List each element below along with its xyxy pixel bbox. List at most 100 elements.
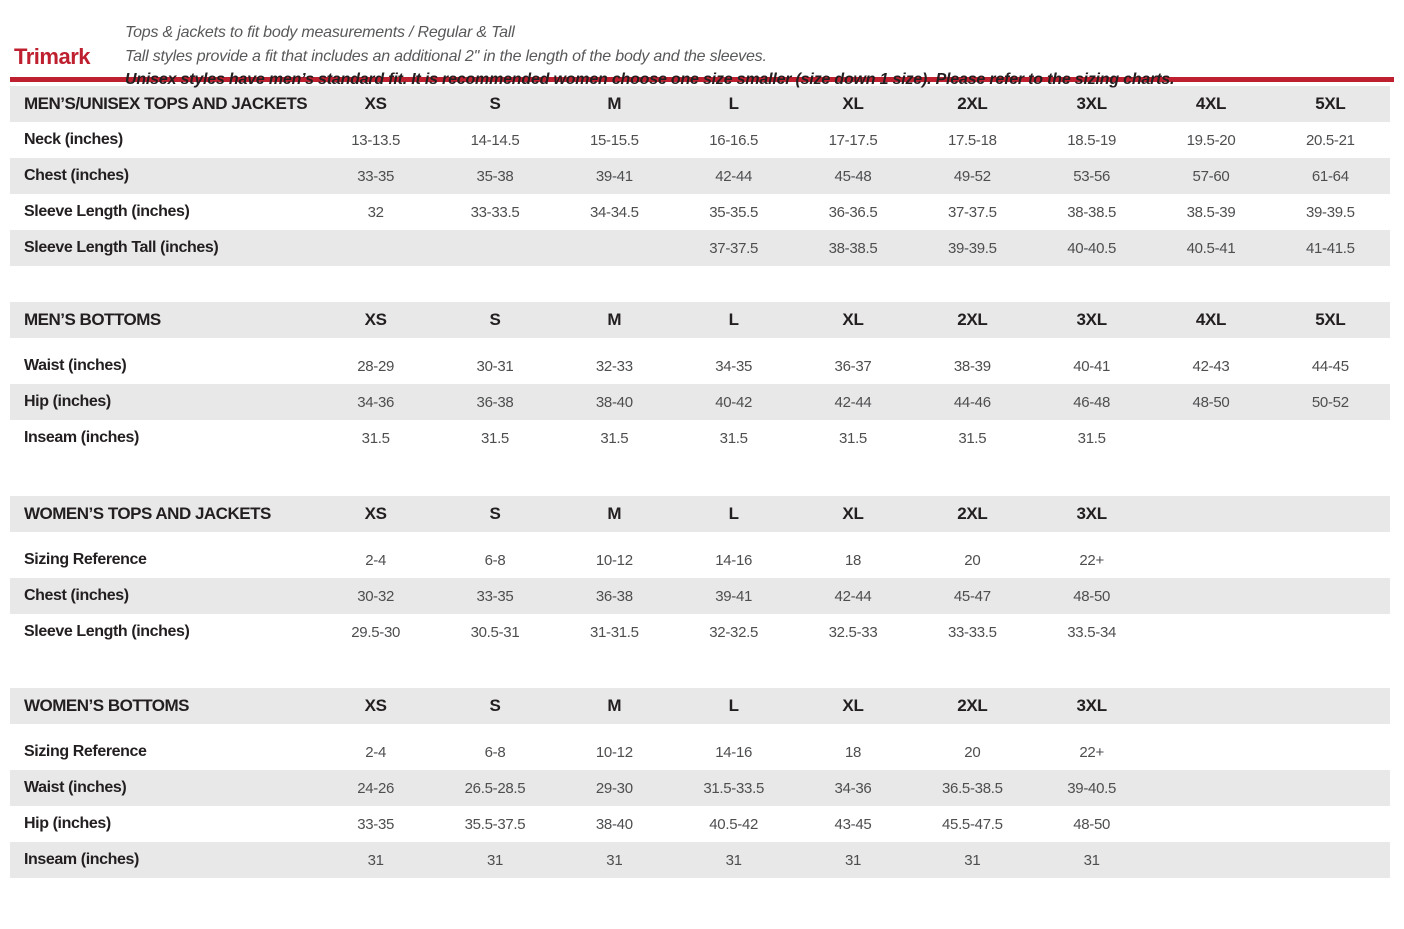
table-cell: 53-56 [1073,167,1111,185]
header-gap [10,532,1390,542]
row-label: Sleeve Length (inches) [24,623,190,640]
table-row: Hip (inches) 33-35 35.5-37.5 38-40 40.5-42 43… [10,806,1390,842]
table-cell: 31 [367,851,384,869]
table-cell: 32.5-33 [828,623,878,641]
table-row: Waist (inches) 24-26 26.5-28.5 29-30 31.5-33… [10,770,1390,806]
table-cell: 6-8 [484,743,506,761]
row-label: Sizing Reference [24,743,147,760]
table-cell: 38.5-39 [1186,203,1236,221]
table-cell: 40-42 [715,393,753,411]
table-row: Waist (inches) 28-29 30-31 32-33 34-35 36-37 3… [10,348,1390,384]
table-cell: 18 [844,551,862,569]
table-womens-bottoms: WOMEN’S BOTTOMS XS S M L XL 2XL 3XL Sizing Refer… [10,688,1390,878]
table-header-row: WOMEN’S TOPS AND JACKETS XS S M L XL 2XL 3XL [10,496,1390,532]
table-cell: 33-35 [357,167,395,185]
size-header: S [489,504,501,523]
row-label: Waist (inches) [24,357,127,374]
table-cell: 28-29 [357,357,395,375]
size-header: XS [364,696,387,715]
table-cell: 36-38 [476,393,514,411]
table-cell: 35-35.5 [709,203,759,221]
table-cell: 57-60 [1192,167,1230,185]
table-cell: 42-43 [1192,357,1230,375]
table-row: Sizing Reference 2-4 6-8 10-12 14-16 18 20 22+ [10,542,1390,578]
size-header: 2XL [957,504,988,523]
row-label: Hip (inches) [24,393,111,410]
table-cell: 33-35 [357,815,395,833]
size-header: 2XL [957,310,988,329]
table-womens-tops-jackets: WOMEN’S TOPS AND JACKETS XS S M L XL 2XL 3XL Siz… [10,496,1390,650]
table-cell: 22+ [1079,743,1104,761]
table-row: Neck (inches) 13-13.5 14-14.5 15-15.5 16-16.… [10,122,1390,158]
table-title: MEN’S BOTTOMS [24,310,161,329]
table-mens-bottoms: MEN’S BOTTOMS XS S M L XL 2XL 3XL 4XL 5XL Waist (i… [10,302,1390,456]
table-cell: 30-32 [357,587,395,605]
table-cell: 14-16 [715,743,753,761]
table-cell: 39-41 [595,167,633,185]
table-row: Hip (inches) 34-36 36-38 38-40 40-42 42-44 44-… [10,384,1390,420]
size-header: L [728,696,739,715]
size-header: XS [364,504,387,523]
fit-note-regular-tall: Tops & jackets to fit body measurements … [125,24,515,41]
table-cell: 33-33.5 [470,203,520,221]
table-row: Sizing Reference 2-4 6-8 10-12 14-16 18 20 22+ [10,734,1390,770]
table-cell: 42-44 [715,167,753,185]
table-cell: 40-40.5 [1067,239,1117,257]
table-cell: 20 [964,551,981,569]
table-row: Inseam (inches) 31.5 31.5 31.5 31.5 31.5 31.5 3… [10,420,1390,456]
table-cell: 38-39 [953,357,991,375]
table-header-row: MEN’S/UNISEX TOPS AND JACKETS XS S M L XL 2XL 3… [10,86,1390,122]
size-header: 4XL [1195,94,1227,113]
size-header: XL [842,696,864,715]
size-header: M [607,696,622,715]
size-header: S [489,310,501,329]
table-row: Sleeve Length Tall (inches) 37-37.5 38-38.… [10,230,1390,266]
fit-notes: Tops & jackets to fit body measurements … [125,21,1404,92]
table-cell: 33-33.5 [947,623,997,641]
table-row: Sleeve Length (inches) 29.5-30 30.5-31 31-3… [10,614,1390,650]
table-row: Chest (inches) 33-35 35-38 39-41 42-44 45-48 4… [10,158,1390,194]
table-cell: 24-26 [357,779,395,797]
size-header: S [489,696,501,715]
table-cell: 29-30 [595,779,633,797]
row-label: Sleeve Length Tall (inches) [24,239,219,256]
row-label: Waist (inches) [24,779,127,796]
table-cell: 16-16.5 [709,131,759,149]
table-cell: 31.5 [719,429,748,447]
table-cell: 2-4 [365,743,387,761]
table-cell: 38-38.5 [828,239,878,257]
table-cell: 30-31 [476,357,514,375]
table-cell: 36-38 [595,587,633,605]
table-title: WOMEN’S BOTTOMS [24,696,190,715]
table-cell: 31 [606,851,623,869]
table-cell: 45-48 [834,167,872,185]
table-cell: 41-41.5 [1305,239,1355,257]
table-cell: 31 [844,851,862,869]
fit-note-unisex: Unisex styles have men’s standard fit. I… [125,71,1175,88]
size-header: 4XL [1195,310,1227,329]
size-header: 3XL [1076,310,1108,329]
size-header: XL [842,310,864,329]
table-row: Inseam (inches) 31 31 31 31 31 31 31 [10,842,1390,878]
table-cell: 45-47 [953,587,991,605]
table-cell: 31.5 [361,429,390,447]
table-cell: 31.5 [600,429,629,447]
table-cell: 35.5-37.5 [464,815,526,833]
table-cell: 32-33 [595,357,633,375]
header-gap [10,724,1390,734]
table-cell: 31.5-33.5 [703,779,764,797]
size-header: L [728,310,739,329]
table-cell: 48-50 [1073,815,1111,833]
table-cell: 31 [1083,851,1100,869]
red-divider [10,77,1394,82]
table-cell: 44-45 [1311,357,1349,375]
table-cell: 43-45 [834,815,872,833]
table-cell: 18.5-19 [1067,131,1117,149]
size-header: L [728,504,739,523]
table-cell: 10-12 [595,551,633,569]
table-cell: 36-36.5 [828,203,878,221]
table-cell: 40-41 [1073,357,1111,375]
size-header: L [728,94,739,113]
table-cell: 39-39.5 [1305,203,1355,221]
